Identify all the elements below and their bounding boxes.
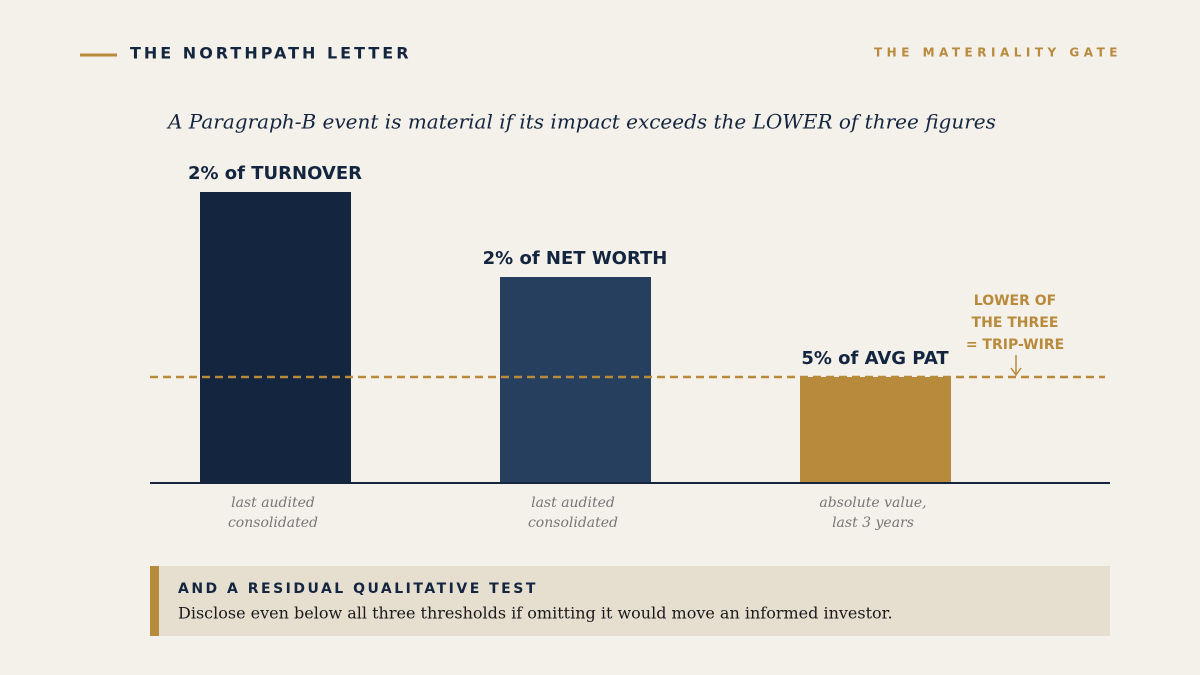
threshold-label: 2% of TURNOVER <box>188 163 362 184</box>
bar <box>500 277 651 483</box>
callout-accent <box>150 566 159 636</box>
threshold-note: consolidated <box>528 515 618 531</box>
callout-box <box>150 566 1110 636</box>
marker-text: = TRIP-WIRE <box>966 337 1064 353</box>
callout-title: AND A RESIDUAL QUALITATIVE TEST <box>178 581 538 597</box>
bar <box>800 377 951 483</box>
threshold-note: last 3 years <box>832 515 914 531</box>
arrow <box>1010 355 1022 377</box>
threshold-label: 5% of AVG PAT <box>801 348 949 369</box>
brand: THE NORTHPATH LETTER <box>130 44 412 63</box>
marker-text: THE THREE <box>972 315 1059 331</box>
threshold-note: absolute value, <box>819 495 926 511</box>
threshold-note: consolidated <box>228 515 318 531</box>
threshold-note: last audited <box>231 495 315 511</box>
section-label: THE MATERIALITY GATE <box>874 46 1122 60</box>
threshold-note: last audited <box>531 495 615 511</box>
headline: A Paragraph-B event is material if its i… <box>166 110 996 134</box>
threshold-label: 2% of NET WORTH <box>483 248 668 269</box>
callout-body: Disclose even below all three thresholds… <box>178 604 893 623</box>
bar <box>200 192 351 483</box>
marker-text: LOWER OF <box>974 293 1056 309</box>
